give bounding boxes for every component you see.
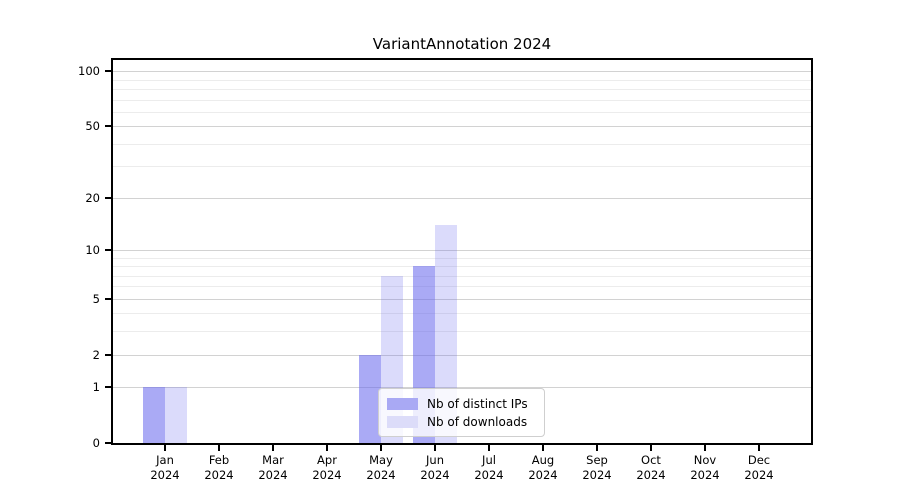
gridline-minor-80 (113, 88, 811, 90)
x-tick-label-mar: Mar 2024 (258, 453, 288, 482)
x-tick-sep (596, 445, 598, 451)
plot-area (111, 58, 813, 445)
gridline-minor-90 (113, 79, 811, 81)
x-tick-jun (434, 445, 436, 451)
gridline-minor-70 (113, 99, 811, 101)
gridline-major-10 (113, 249, 811, 251)
x-tick-nov (704, 445, 706, 451)
x-tick-label-jul: Jul 2024 (474, 453, 504, 482)
y-tick-label-1: 1 (92, 380, 100, 395)
gridline-minor-60 (113, 111, 811, 113)
y-tick-label-5: 5 (92, 291, 100, 306)
x-tick-label-nov: Nov 2024 (690, 453, 720, 482)
y-tick-label-10: 10 (85, 242, 100, 257)
y-tick-50 (105, 125, 111, 128)
bar-distinct-ips-may (359, 354, 381, 443)
x-tick-aug (542, 445, 544, 451)
gridline-major-20 (113, 197, 811, 199)
x-tick-label-sep: Sep 2024 (582, 453, 612, 482)
gridline-minor-3 (113, 331, 811, 333)
gridline-major-2 (113, 354, 811, 356)
legend-row-downloads: Nb of downloads (387, 415, 536, 429)
x-tick-oct (650, 445, 652, 451)
y-tick-label-2: 2 (92, 347, 100, 362)
gridline-minor-7 (113, 275, 811, 277)
x-tick-jul (488, 445, 490, 451)
grid-layer (113, 60, 811, 443)
y-tick-10 (105, 248, 111, 251)
legend-label-downloads: Nb of downloads (427, 414, 528, 429)
gridline-minor-8 (113, 266, 811, 267)
x-tick-feb (218, 445, 220, 451)
y-tick-20 (105, 196, 111, 199)
gridline-major-100 (113, 71, 811, 73)
y-tick-label-100: 100 (78, 64, 100, 79)
y-tick-2 (105, 353, 111, 356)
legend-row-distinct-ips: Nb of distinct IPs (387, 397, 536, 411)
x-tick-label-jun: Jun 2024 (420, 453, 450, 482)
x-tick-label-may: May 2024 (366, 453, 396, 482)
gridline-minor-40 (113, 143, 811, 145)
bar-downloads-jan (165, 387, 187, 443)
bars-layer (113, 60, 811, 443)
gridline-major-5 (113, 298, 811, 300)
x-tick-label-feb: Feb 2024 (204, 453, 234, 482)
legend: Nb of distinct IPs Nb of downloads (378, 388, 545, 437)
y-tick-label-0: 0 (92, 436, 100, 450)
x-tick-mar (272, 445, 274, 451)
gridline-major-50 (113, 126, 811, 128)
chart-title: VariantAnnotation 2024 (372, 35, 552, 53)
y-tick-0 (105, 442, 111, 444)
legend-swatch-downloads (387, 415, 418, 428)
x-tick-apr (326, 445, 328, 451)
x-tick-jan (164, 445, 166, 451)
y-tick-label-20: 20 (85, 190, 100, 205)
y-tick-label-50: 50 (85, 119, 100, 134)
x-tick-may (380, 445, 382, 451)
legend-label-distinct-ips: Nb of distinct IPs (427, 396, 528, 411)
x-tick-dec (758, 445, 760, 451)
gridline-minor-4 (113, 313, 811, 315)
x-tick-label-oct: Oct 2024 (636, 453, 666, 482)
y-tick-100 (105, 70, 111, 73)
y-tick-5 (105, 297, 111, 300)
x-tick-label-apr: Apr 2024 (312, 453, 342, 482)
x-tick-label-dec: Dec 2024 (744, 453, 774, 482)
y-tick-1 (105, 386, 111, 389)
gridline-major-1 (113, 387, 811, 389)
gridline-minor-6 (113, 286, 811, 288)
legend-swatch-distinct-ips (387, 397, 418, 410)
x-tick-label-aug: Aug 2024 (528, 453, 558, 482)
gridline-minor-30 (113, 166, 811, 168)
x-tick-label-jan: Jan 2024 (150, 453, 180, 482)
bar-distinct-ips-jan (143, 387, 165, 443)
gridline-minor-9 (113, 257, 811, 259)
